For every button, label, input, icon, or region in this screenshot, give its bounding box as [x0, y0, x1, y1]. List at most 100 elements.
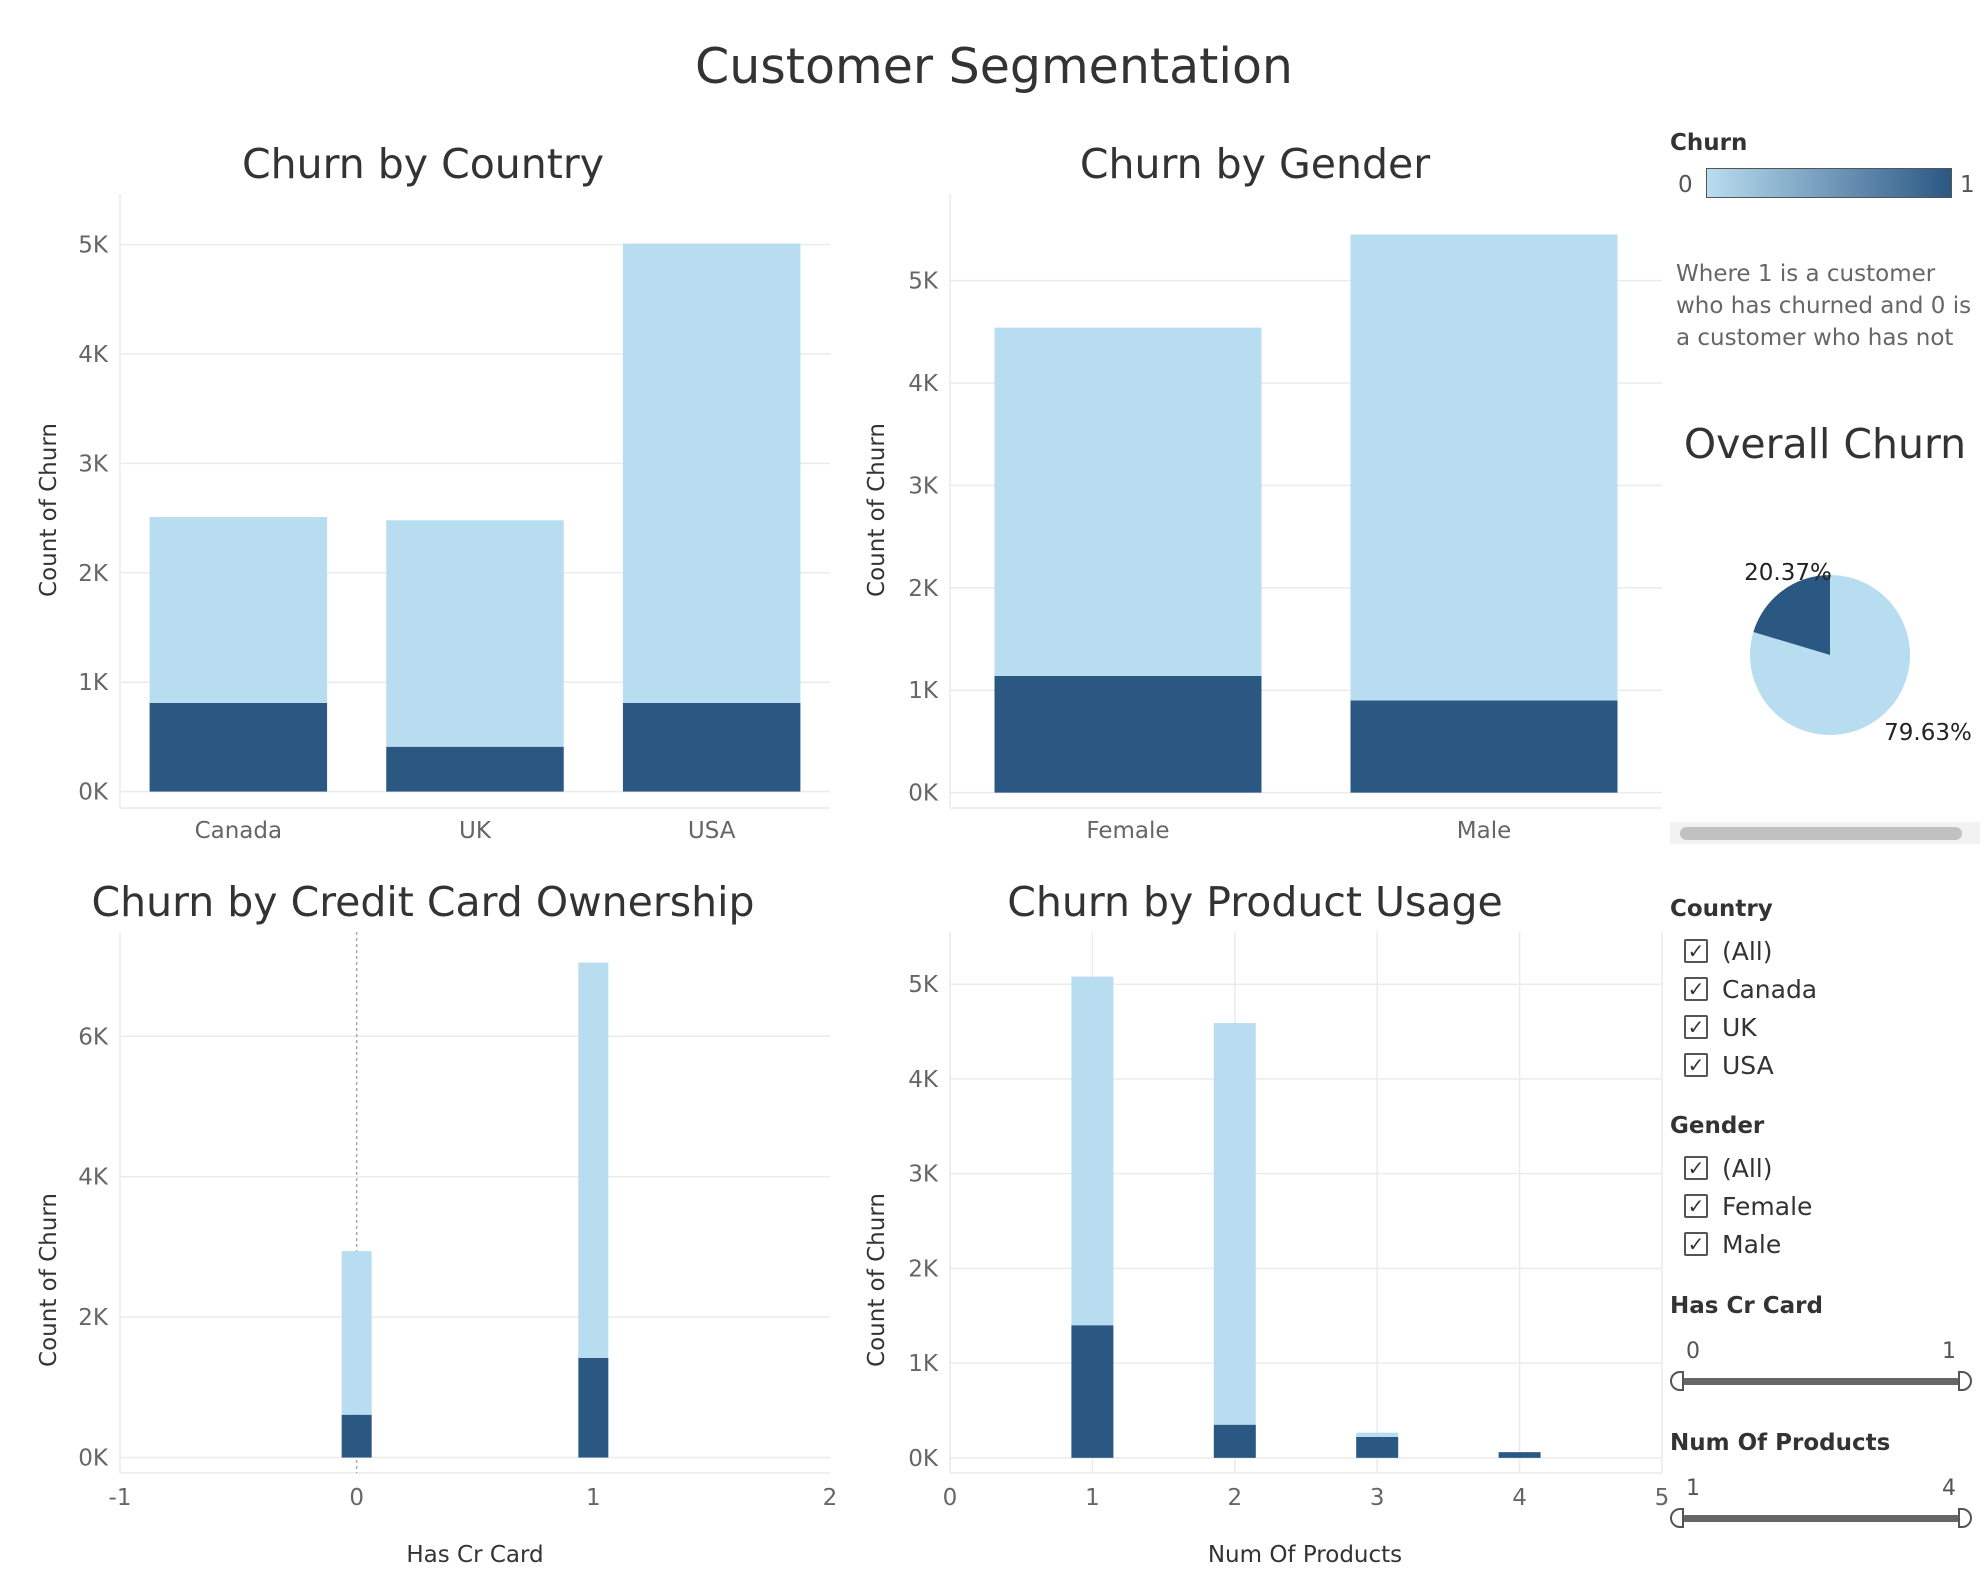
- y-tick-label: 2K: [908, 1256, 939, 1282]
- checkbox[interactable]: ✓: [1684, 977, 1708, 1001]
- bar-not-churned[interactable]: [149, 517, 328, 703]
- checkbox[interactable]: ✓: [1684, 939, 1708, 963]
- x-tick-label: 2: [823, 1485, 838, 1511]
- bar-not-churned[interactable]: [1356, 1432, 1399, 1438]
- country-filter: Country ✓ (All) ✓ Canada ✓ UK ✓ USA: [1670, 896, 1980, 1084]
- chart-title: Overall Churn: [1684, 420, 1966, 468]
- num-products-slider[interactable]: [1670, 1506, 1972, 1530]
- slider-min-handle[interactable]: [1670, 1371, 1684, 1391]
- filter-option[interactable]: ✓ Male: [1670, 1225, 1980, 1263]
- filter-option-label: (All): [1722, 1153, 1773, 1183]
- x-axis-label: Num Of Products: [1208, 1542, 1402, 1568]
- y-tick-label: 1K: [908, 1351, 939, 1377]
- chart-overall-churn: Overall Churn 20.37% 79.63%: [1684, 420, 1972, 746]
- bar-not-churned[interactable]: [578, 962, 609, 1358]
- x-tick-label: 3: [1370, 1485, 1385, 1511]
- chart-title: Churn by Gender: [1080, 140, 1430, 188]
- filter-option[interactable]: ✓ Canada: [1670, 970, 1980, 1008]
- has-cr-card-slider[interactable]: [1670, 1369, 1972, 1393]
- checkmark-icon: ✓: [1687, 1156, 1705, 1180]
- legend-min-label: 0: [1678, 172, 1693, 198]
- checkmark-icon: ✓: [1687, 977, 1705, 1001]
- bar-churned[interactable]: [149, 702, 328, 792]
- chart-title: Churn by Country: [242, 140, 604, 188]
- bar-churned[interactable]: [1350, 700, 1618, 793]
- filter-option-label: USA: [1722, 1050, 1774, 1080]
- legend-gradient-bar: [1706, 168, 1952, 198]
- bar-churned[interactable]: [994, 675, 1262, 793]
- slider-max-value: 1: [1942, 1339, 1956, 1364]
- checkbox[interactable]: ✓: [1684, 1015, 1708, 1039]
- slider-max-handle[interactable]: [1958, 1371, 1972, 1391]
- bar-churned[interactable]: [386, 746, 564, 792]
- panel-scrollbar[interactable]: [1670, 822, 1980, 844]
- scrollbar-thumb[interactable]: [1680, 827, 1962, 840]
- checkbox[interactable]: ✓: [1684, 1053, 1708, 1077]
- x-tick-label: 1: [1085, 1485, 1100, 1511]
- y-tick-label: 4K: [78, 342, 109, 368]
- y-tick-label: 3K: [908, 473, 939, 499]
- slider-track-bar: [1682, 1378, 1960, 1385]
- bar-churned[interactable]: [622, 702, 801, 792]
- slider-track-bar: [1682, 1515, 1960, 1522]
- y-tick-label: 0K: [908, 1446, 939, 1472]
- chart-churn-by-credit-card: Churn by Credit Card Ownership Count of …: [36, 878, 838, 1568]
- slider-max-value: 4: [1942, 1476, 1956, 1501]
- bar-churned[interactable]: [341, 1414, 372, 1458]
- dashboard-title: Customer Segmentation: [695, 38, 1293, 95]
- y-tick-label: 5K: [78, 233, 109, 259]
- x-tick-label: 0: [349, 1485, 364, 1511]
- filter-option-label: Canada: [1722, 974, 1818, 1004]
- gender-filter: Gender ✓ (All) ✓ Female ✓ Male: [1670, 1113, 1980, 1263]
- bar-not-churned[interactable]: [622, 243, 801, 703]
- y-axis-label: Count of Churn: [36, 423, 62, 597]
- slider-max-handle[interactable]: [1958, 1508, 1972, 1528]
- x-tick-label: Female: [1086, 818, 1169, 844]
- filter-option-label: UK: [1722, 1012, 1757, 1042]
- x-tick-label: UK: [459, 818, 492, 844]
- x-tick-label: Canada: [195, 818, 283, 844]
- checkmark-icon: ✓: [1687, 1232, 1705, 1256]
- x-tick-label: 0: [943, 1485, 958, 1511]
- y-tick-label: 3K: [908, 1162, 939, 1188]
- bar-not-churned[interactable]: [341, 1251, 372, 1415]
- checkbox[interactable]: ✓: [1684, 1194, 1708, 1218]
- filter-option[interactable]: ✓ USA: [1670, 1046, 1980, 1084]
- x-tick-label: 4: [1512, 1485, 1527, 1511]
- checkbox[interactable]: ✓: [1684, 1232, 1708, 1256]
- bar-churned[interactable]: [1356, 1437, 1399, 1458]
- y-tick-label: 4K: [908, 371, 939, 397]
- y-tick-label: 3K: [78, 451, 109, 477]
- legend-max-label: 1: [1960, 172, 1975, 198]
- slider-min-value: 1: [1686, 1476, 1700, 1501]
- x-tick-label: Male: [1457, 818, 1511, 844]
- slider-min-value: 0: [1686, 1339, 1700, 1364]
- filter-option[interactable]: ✓ (All): [1670, 932, 1980, 970]
- bar-churned[interactable]: [1498, 1452, 1541, 1458]
- bar-churned[interactable]: [1213, 1424, 1256, 1458]
- pie-label-churned: 20.37%: [1744, 560, 1832, 586]
- pie-slice-churned[interactable]: [1753, 575, 1830, 655]
- bar-not-churned[interactable]: [994, 327, 1262, 676]
- x-tick-label: -1: [109, 1485, 132, 1511]
- bar-churned[interactable]: [578, 1357, 609, 1458]
- filter-option[interactable]: ✓ (All): [1670, 1149, 1980, 1187]
- bar-not-churned[interactable]: [1071, 976, 1114, 1326]
- y-axis-label: Count of Churn: [864, 423, 890, 597]
- slider-min-handle[interactable]: [1670, 1508, 1684, 1528]
- y-tick-label: 1K: [78, 670, 109, 696]
- checkbox[interactable]: ✓: [1684, 1156, 1708, 1180]
- num-products-filter: Num Of Products 1 4: [1670, 1430, 1980, 1530]
- bar-churned[interactable]: [1071, 1325, 1114, 1458]
- y-tick-label: 4K: [908, 1067, 939, 1093]
- x-axis-label: Has Cr Card: [406, 1542, 543, 1568]
- y-tick-label: 5K: [908, 269, 939, 295]
- filter-option[interactable]: ✓ UK: [1670, 1008, 1980, 1046]
- bar-not-churned[interactable]: [386, 520, 564, 747]
- x-tick-label: 2: [1227, 1485, 1242, 1511]
- filter-option[interactable]: ✓ Female: [1670, 1187, 1980, 1225]
- checkmark-icon: ✓: [1687, 1194, 1705, 1218]
- bar-not-churned[interactable]: [1350, 234, 1618, 701]
- bar-not-churned[interactable]: [1213, 1023, 1256, 1425]
- filter-title: Num Of Products: [1670, 1430, 1891, 1456]
